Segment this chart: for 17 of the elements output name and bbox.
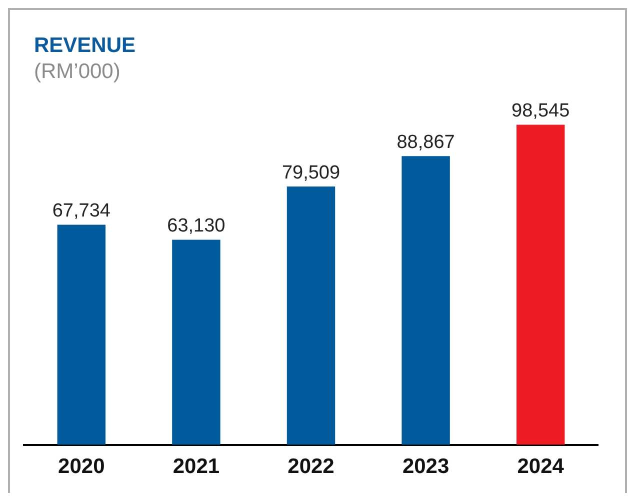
bar <box>516 124 565 445</box>
data-label: 67,734 <box>52 200 111 222</box>
chart-subtitle: (RM’000) <box>34 60 120 84</box>
data-label: 98,545 <box>512 100 570 122</box>
x-tick-label: 2021 <box>172 455 220 478</box>
bar <box>172 240 220 445</box>
x-tick-label: 2020 <box>58 455 105 478</box>
bar <box>402 156 450 445</box>
x-tick-label: 2023 <box>402 455 450 478</box>
data-label: 79,509 <box>282 162 340 184</box>
bar <box>57 224 106 445</box>
data-label: 88,867 <box>396 132 455 153</box>
bar <box>286 186 336 445</box>
chart-title: REVENUE <box>34 34 136 58</box>
data-label: 63,130 <box>167 215 226 236</box>
x-tick-label: 2022 <box>288 455 334 478</box>
x-tick-label: 2024 <box>517 455 564 478</box>
